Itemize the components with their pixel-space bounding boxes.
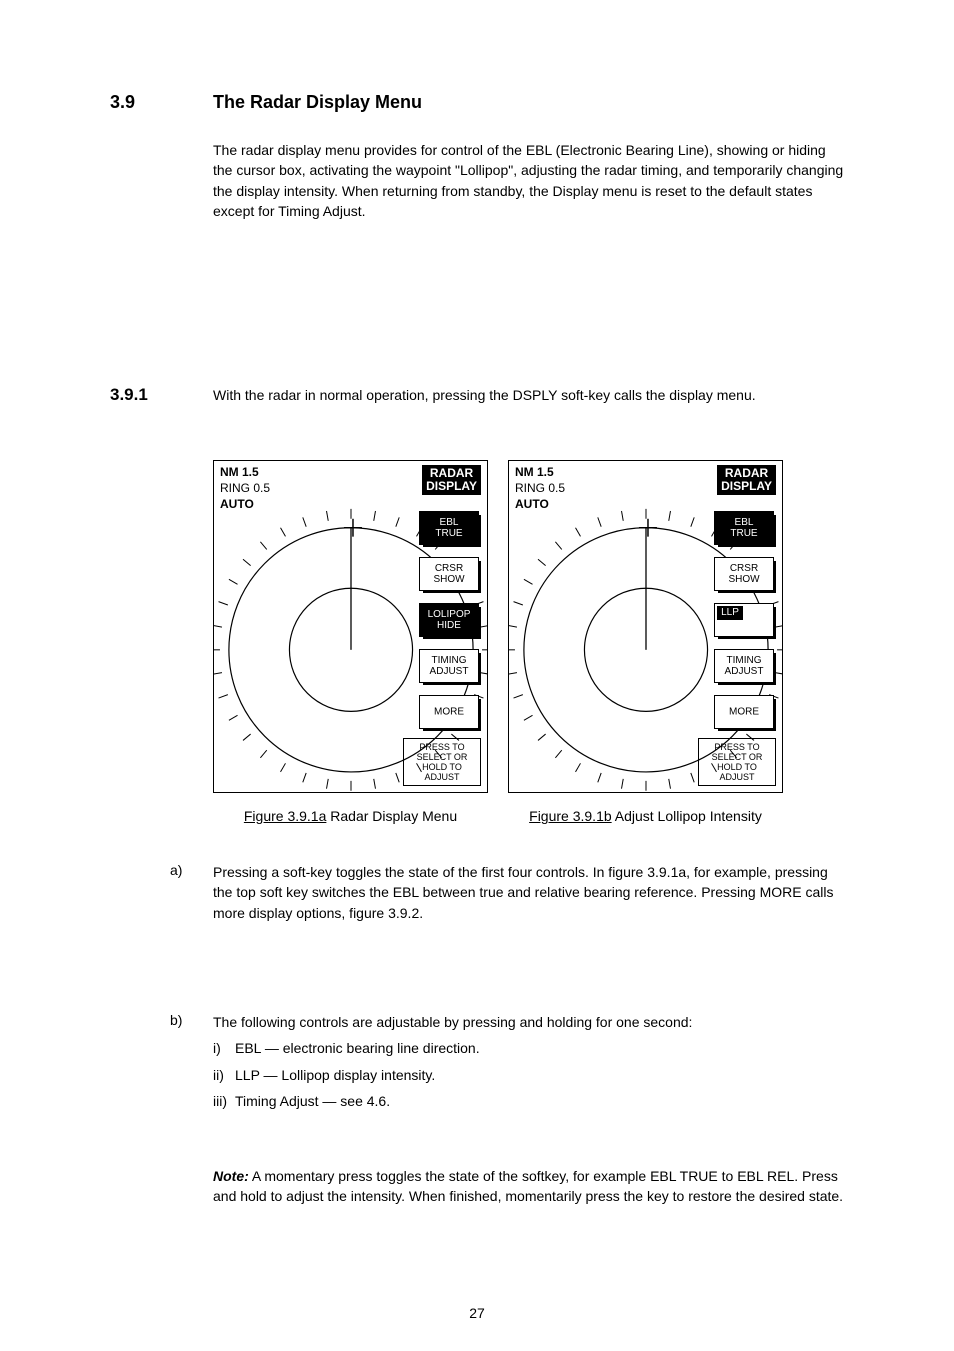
softkey-column: EBLTRUE CRSRSHOW LLP TIMINGADJUST MORE — [714, 511, 776, 741]
softkey[interactable]: LOLIPOPHIDE — [419, 603, 479, 637]
radar-panel-b: NM 1.5 RING 0.5 AUTO RADARDISPLAY EBLTRU… — [508, 460, 783, 793]
sub-item-letter: a) — [170, 862, 182, 878]
range-label: NM 1.5 — [515, 465, 554, 479]
softkey[interactable]: CRSRSHOW — [714, 557, 774, 591]
range-label: NM 1.5 — [220, 465, 259, 479]
sub-item-a-text: Pressing a soft-key toggles the state of… — [213, 862, 844, 923]
list-item: i)EBL — electronic bearing line directio… — [213, 1038, 844, 1058]
softkey[interactable]: TIMINGADJUST — [419, 649, 479, 683]
subsection-text: With the radar in normal operation, pres… — [213, 385, 844, 405]
figure-caption-a: Figure 3.9.1a Radar Display Menu — [213, 808, 488, 824]
note-paragraph: Note: A momentary press toggles the stat… — [213, 1166, 844, 1207]
ring-label: RING 0.5 — [220, 481, 270, 495]
softkey[interactable]: LLP — [714, 603, 774, 637]
sub-item-b-text: The following controls are adjustable by… — [213, 1012, 844, 1111]
softkey[interactable]: MORE — [714, 695, 774, 729]
menu-title: RADARDISPLAY — [422, 465, 481, 495]
softkey[interactable]: MORE — [419, 695, 479, 729]
softkey[interactable]: TIMINGADJUST — [714, 649, 774, 683]
auto-label: AUTO — [515, 497, 549, 511]
auto-label: AUTO — [220, 497, 254, 511]
hint-box: PRESS TOSELECT ORHOLD TOADJUST — [403, 738, 481, 786]
list-item: ii)LLP — Lollipop display intensity. — [213, 1065, 844, 1085]
subsection-number: 3.9.1 — [110, 385, 148, 405]
section-number: 3.9 — [110, 92, 135, 113]
intro-paragraph: The radar display menu provides for cont… — [213, 140, 844, 221]
list-item: iii)Timing Adjust — see 4.6. — [213, 1091, 844, 1111]
menu-title: RADARDISPLAY — [717, 465, 776, 495]
figure-caption-b: Figure 3.9.1b Adjust Lollipop Intensity — [508, 808, 783, 824]
softkey-column: EBLTRUE CRSRSHOW LOLIPOPHIDE TIMINGADJUST MO… — [419, 511, 481, 741]
softkey[interactable]: EBLTRUE — [714, 511, 774, 545]
softkey[interactable]: EBLTRUE — [419, 511, 479, 545]
ring-label: RING 0.5 — [515, 481, 565, 495]
radar-panel-a: NM 1.5 RING 0.5 AUTO RADARDISPLAY EBLTRU… — [213, 460, 488, 793]
section-title: The Radar Display Menu — [213, 92, 422, 113]
page-number: 27 — [0, 1305, 954, 1321]
softkey[interactable]: CRSRSHOW — [419, 557, 479, 591]
sub-item-letter: b) — [170, 1012, 182, 1028]
hint-box: PRESS TOSELECT ORHOLD TOADJUST — [698, 738, 776, 786]
